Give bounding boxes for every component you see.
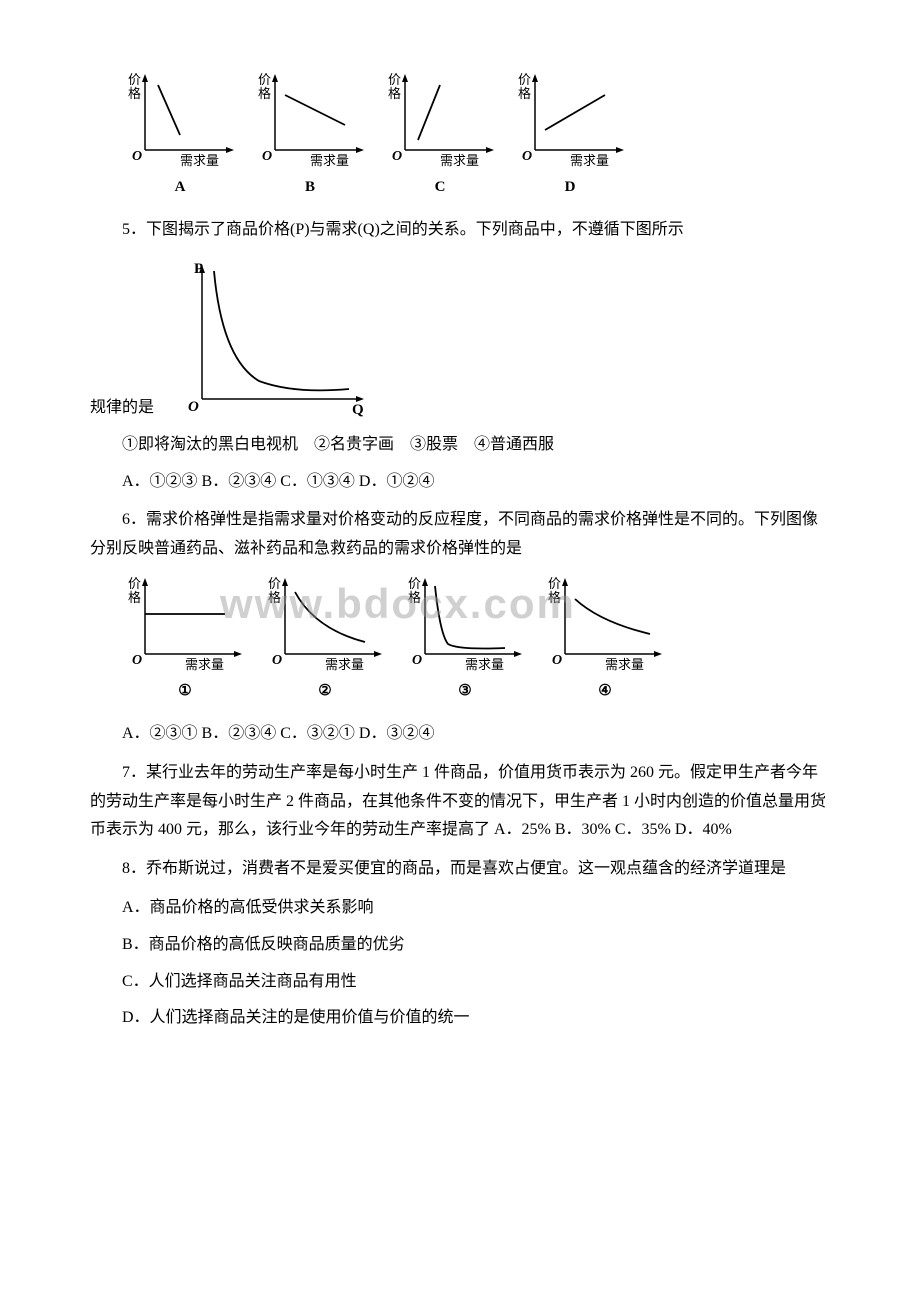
q4-chart-row: 价 格 O 需求量 A 价 格 O 需求量 B 价 格: [120, 70, 830, 201]
q8-option-c: C．人们选择商品关注商品有用性: [90, 968, 830, 997]
svg-text:价: 价: [518, 72, 531, 87]
origin: O: [132, 149, 142, 164]
svg-text:需求量: 需求量: [310, 153, 349, 168]
q6-chart-1: 价 格 O 需求量 ①: [120, 574, 250, 705]
q4-label-c: C: [435, 174, 446, 201]
ylabel: 价: [128, 72, 141, 87]
q8-option-b: B．商品价格的高低反映商品质量的优劣: [90, 931, 830, 960]
q5-options: A．①②③ B．②③④ C．①③④ D．①②④: [90, 468, 830, 497]
xlabel: 需求量: [180, 153, 219, 168]
svg-text:O: O: [262, 149, 272, 164]
svg-text:需求量: 需求量: [570, 153, 609, 168]
q5-xlabel: Q: [352, 402, 364, 418]
q4-chart-c: 价 格 O 需求量 C: [380, 70, 500, 201]
svg-text:价: 价: [388, 72, 401, 87]
q5-chart: P O Q: [174, 259, 374, 419]
svg-text:O: O: [412, 653, 422, 668]
svg-text:O: O: [272, 653, 282, 668]
q4-chart-b: 价 格 O 需求量 B: [250, 70, 370, 201]
q6-chart-row: 价 格 O 需求量 ① 价 格 O 需求量: [120, 574, 830, 705]
svg-text:需求量: 需求量: [605, 657, 644, 672]
svg-text:格: 格: [258, 86, 271, 101]
q6-label-3: ③: [458, 678, 471, 705]
ylabel2: 格: [128, 86, 141, 101]
q8-option-d: D．人们选择商品关注的是使用价值与价值的统一: [90, 1004, 830, 1033]
q5-origin: O: [188, 399, 199, 415]
q6-chart-4: 价 格 O 需求量 ④: [540, 574, 670, 705]
svg-text:格: 格: [408, 590, 421, 605]
svg-text:O: O: [392, 149, 402, 164]
svg-text:需求量: 需求量: [325, 657, 364, 672]
q4-label-d: D: [565, 174, 576, 201]
q6-chart-2: 价 格 O 需求量 ②: [260, 574, 390, 705]
svg-text:O: O: [522, 149, 532, 164]
svg-text:需求量: 需求量: [185, 657, 224, 672]
q5-text: 5．下图揭示了商品价格(P)与需求(Q)之间的关系。下列商品中，不遵循下图所示: [90, 216, 830, 245]
svg-text:格: 格: [518, 86, 531, 101]
q8-option-a: A．商品价格的高低受供求关系影响: [90, 894, 830, 923]
q4-chart-d: 价 格 O 需求量 D: [510, 70, 630, 201]
svg-text:O: O: [132, 653, 142, 668]
q5-text-tail: 规律的是: [90, 394, 154, 423]
q8-text: 8．乔布斯说过，消费者不是爱买便宜的商品，而是喜欢占便宜。这一观点蕴含的经济学道…: [90, 855, 830, 884]
q6-label-4: ④: [598, 678, 611, 705]
svg-text:格: 格: [128, 590, 141, 605]
svg-text:需求量: 需求量: [440, 153, 479, 168]
q4-label-b: B: [305, 174, 315, 201]
svg-text:需求量: 需求量: [465, 657, 504, 672]
svg-text:价: 价: [408, 576, 421, 591]
q4-chart-a: 价 格 O 需求量 A: [120, 70, 240, 201]
q6-label-1: ①: [178, 678, 191, 705]
svg-text:格: 格: [388, 86, 401, 101]
q6-text: 6．需求价格弹性是指需求量对价格变动的反应程度，不同商品的需求价格弹性是不同的。…: [90, 506, 830, 564]
svg-text:价: 价: [268, 576, 281, 591]
q6-label-2: ②: [318, 678, 331, 705]
svg-text:价: 价: [548, 576, 561, 591]
q5-items: ①即将淘汰的黑白电视机 ②名贵字画 ③股票 ④普通西服: [90, 431, 830, 460]
svg-text:格: 格: [268, 590, 281, 605]
svg-text:价: 价: [128, 576, 141, 591]
q4-label-a: A: [175, 174, 186, 201]
svg-text:格: 格: [548, 590, 561, 605]
q6-chart-3: 价 格 O 需求量 ③: [400, 574, 530, 705]
svg-text:O: O: [552, 653, 562, 668]
q7-text: 7．某行业去年的劳动生产率是每小时生产 1 件商品，价值用货币表示为 260 元…: [90, 759, 830, 845]
svg-text:价: 价: [258, 72, 271, 87]
q6-options: A．②③① B．②③④ C．③②① D．③②④: [90, 720, 830, 749]
